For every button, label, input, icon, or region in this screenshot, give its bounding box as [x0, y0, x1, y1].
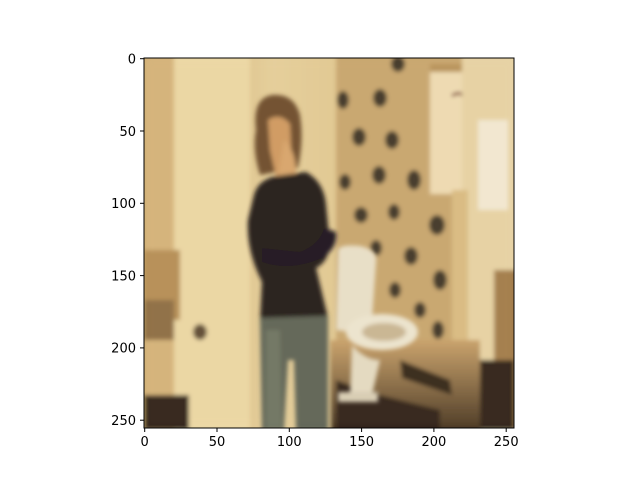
y-tick-label: 0	[128, 53, 136, 68]
y-tick-label: 100	[111, 197, 136, 212]
y-tick-label: 250	[111, 414, 136, 429]
x-tick-label: 200	[421, 435, 446, 450]
x-tick-label: 250	[494, 435, 519, 450]
y-tick-label: 200	[111, 342, 136, 357]
x-tick-label: 50	[209, 435, 226, 450]
photo	[144, 58, 514, 428]
x-tick-label: 0	[141, 435, 149, 450]
axes-frame	[143, 57, 515, 429]
y-tick-label: 150	[111, 269, 136, 284]
y-tick-label: 50	[119, 125, 136, 140]
y-axis	[140, 58, 144, 421]
x-tick-label: 150	[349, 435, 374, 450]
x-axis	[144, 428, 507, 432]
x-tick-label: 100	[277, 435, 302, 450]
